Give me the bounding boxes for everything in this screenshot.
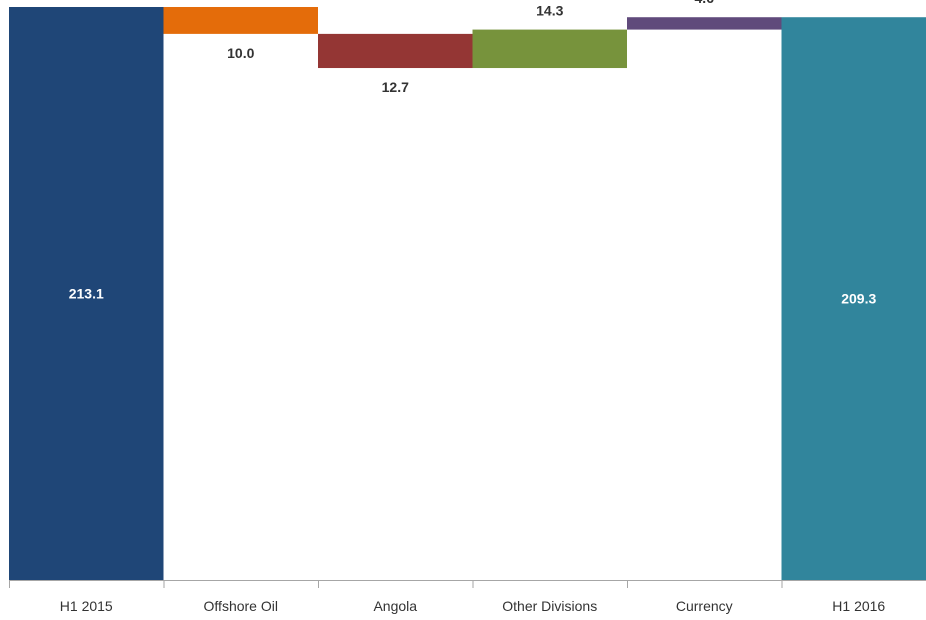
value-label-offshore-oil: 10.0 <box>227 45 254 61</box>
bar-other-divisions <box>472 29 627 69</box>
value-labels-layer: 213.1 10.0 12.7 14.3 4.6 209.3 <box>69 0 877 307</box>
category-label-currency: Currency <box>676 598 733 614</box>
value-label-other-divisions: 14.3 <box>536 3 563 19</box>
x-axis-ticks <box>9 580 783 588</box>
bar-currency <box>627 17 782 30</box>
category-label-h1-2015: H1 2015 <box>60 598 113 614</box>
bars-layer <box>9 7 926 581</box>
category-label-h1-2016: H1 2016 <box>832 598 885 614</box>
x-axis-labels: H1 2015 Offshore Oil Angola Other Divisions… <box>60 598 886 614</box>
category-label-other-divisions: Other Divisions <box>502 598 597 614</box>
bar-h1-2015 <box>9 7 164 580</box>
value-label-currency: 4.6 <box>695 0 715 6</box>
bar-h1-2016 <box>781 17 926 581</box>
bar-offshore-oil <box>163 7 318 34</box>
value-label-h1-2015: 213.1 <box>69 286 104 302</box>
value-label-angola: 12.7 <box>382 79 409 95</box>
category-label-offshore-oil: Offshore Oil <box>204 598 278 614</box>
category-label-angola: Angola <box>373 598 417 614</box>
value-label-h1-2016: 209.3 <box>841 291 876 307</box>
bar-angola <box>318 33 473 69</box>
